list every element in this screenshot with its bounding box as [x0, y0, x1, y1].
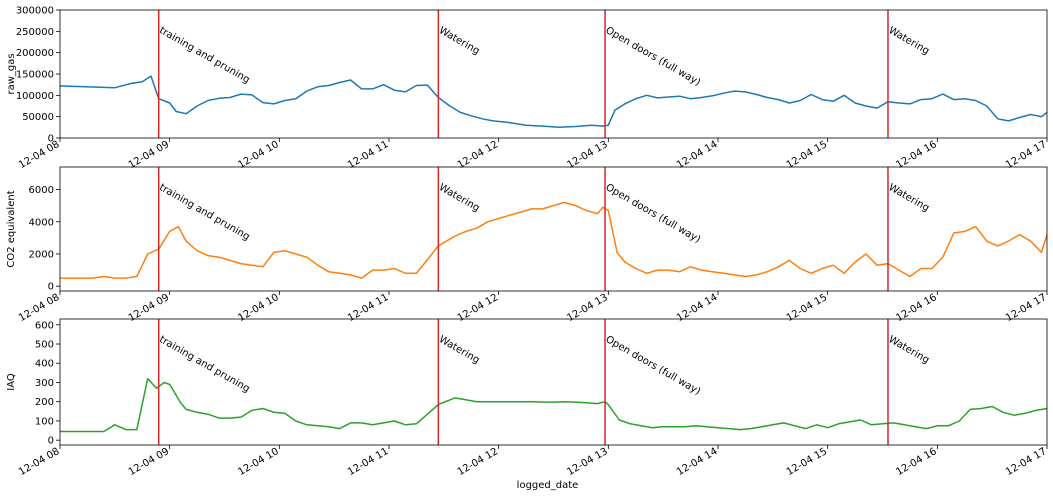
y-tick-label: 4000	[29, 217, 54, 228]
x-tick-label: 12-04 10	[236, 446, 280, 478]
y-axis-label: raw_gas	[6, 53, 17, 94]
y-tick-label: 400	[35, 359, 54, 370]
x-tick-label: 12-04 09	[127, 139, 171, 171]
x-tick-label: 12-04 14	[675, 139, 719, 171]
x-tick-label: 12-04 08	[17, 446, 61, 478]
x-tick-label: 12-04 15	[785, 139, 829, 171]
x-tick-label: 12-04 16	[894, 446, 938, 478]
event-annotation: Open doors (full way)	[604, 334, 703, 397]
y-tick-label: 100	[35, 416, 54, 427]
axes-frame	[59, 318, 1048, 446]
y-tick-label: 500	[35, 340, 54, 351]
y-tick-label: 0	[48, 134, 54, 145]
y-tick-label: 250000	[16, 27, 54, 38]
x-tick-label: 12-04 10	[236, 139, 280, 171]
series-line	[59, 75, 1048, 129]
event-annotation: Watering	[437, 334, 481, 366]
event-annotation: Watering	[886, 334, 930, 366]
y-tick-label: 6000	[29, 185, 54, 196]
y-tick-label: 300000	[16, 6, 54, 17]
series-line	[60, 377, 1048, 433]
event-annotation: Open doors (full way)	[604, 182, 703, 245]
x-tick-label: 12-04 13	[565, 139, 609, 171]
x-tick-label: 12-04 13	[565, 446, 609, 478]
y-tick-label: 300	[35, 378, 54, 389]
subplot-2: training and pruning Watering Open doors (…	[6, 166, 1049, 324]
x-tick-label: 12-04 14	[675, 446, 719, 478]
event-annotation: Watering	[437, 25, 481, 57]
y-tick-label: 600	[35, 320, 54, 331]
x-tick-label: 12-04 17	[1004, 139, 1048, 171]
y-tick-label: 200000	[16, 48, 54, 59]
x-tick-label: 12-04 16	[894, 139, 938, 171]
y-tick-label: 0	[48, 436, 54, 447]
subplot-1: training and pruning Watering Open doors (…	[6, 6, 1049, 172]
series-line	[60, 201, 1048, 279]
event-annotation: training and pruning	[157, 182, 251, 243]
event-annotation: Open doors (full way)	[604, 25, 703, 88]
x-tick-label: 12-04 12	[456, 446, 500, 478]
event-annotation: Watering	[886, 182, 930, 214]
y-axis-label: CO2 equivalent	[6, 190, 17, 267]
subplot-3: training and pruning Watering Open doors (…	[6, 318, 1049, 491]
x-tick-label: 12-04 08	[17, 139, 61, 171]
y-axis-label: IAQ	[6, 373, 17, 391]
x-tick-label: 12-04 17	[1004, 446, 1048, 478]
y-tick-label: 200	[35, 397, 54, 408]
x-tick-label: 12-04 15	[785, 446, 829, 478]
x-tick-label: 12-04 09	[127, 446, 171, 478]
y-tick-label: 150000	[16, 70, 54, 81]
event-annotation: training and pruning	[157, 25, 251, 86]
x-tick-label: 12-04 11	[346, 446, 390, 478]
x-axis-label: logged_date	[517, 480, 579, 491]
event-annotation: Watering	[886, 25, 930, 57]
event-annotation: Watering	[437, 182, 481, 214]
y-tick-label: 100000	[16, 91, 54, 102]
x-tick-label: 12-04 08	[17, 292, 61, 324]
y-tick-label: 0	[48, 282, 54, 293]
y-tick-label: 50000	[22, 112, 54, 123]
x-tick-label: 12-04 11	[346, 139, 390, 171]
axes-frame	[59, 166, 1048, 292]
y-tick-label: 2000	[29, 249, 54, 260]
x-tick-label: 12-04 12	[456, 139, 500, 171]
